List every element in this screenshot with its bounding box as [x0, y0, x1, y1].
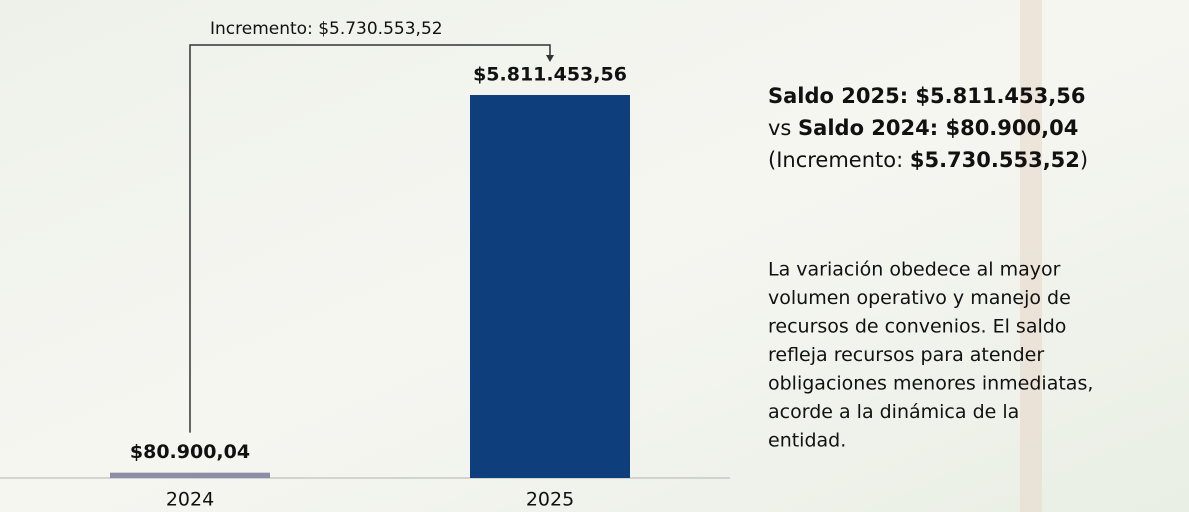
summary-line: vs Saldo 2024: $80.900,04 — [768, 116, 1078, 140]
summary-segment: $5.730.553,52 — [910, 148, 1080, 172]
annotation-arrow — [189, 44, 551, 433]
arrow-head — [546, 55, 554, 62]
description-line: entidad. — [768, 430, 846, 452]
description-line: recursos de convenios. El saldo — [768, 316, 1066, 338]
bar — [110, 472, 270, 478]
value-label: $5.811.453,56 — [473, 64, 627, 86]
x-tick-label: 2024 — [166, 489, 214, 511]
summary-segment: (Incremento: — [768, 148, 910, 172]
annotation: Incremento: $5.730.553,52 — [210, 19, 443, 39]
summary-segment: ) — [1080, 148, 1088, 172]
summary-line: (Incremento: $5.730.553,52) — [768, 148, 1088, 172]
background-stem — [1020, 0, 1042, 512]
description-line: obligaciones menores inmediatas, — [768, 373, 1093, 395]
value-label: $80.900,04 — [130, 441, 250, 463]
summary-segment: Saldo 2024: $80.900,04 — [798, 116, 1078, 140]
description-line: La variación obedece al mayor — [768, 259, 1061, 281]
summary-segment: vs — [768, 116, 798, 140]
x-tick-label: 2025 — [526, 489, 574, 511]
bar — [470, 95, 630, 478]
description-line: acorde a la dinámica de la — [768, 401, 1019, 423]
summary-segment: Saldo 2025: $5.811.453,56 — [768, 84, 1085, 108]
summary-line: Saldo 2025: $5.811.453,56 — [768, 84, 1085, 108]
description-line: refleja recursos para atender — [768, 344, 1044, 366]
description-line: volumen operativo y manejo de — [768, 287, 1071, 309]
